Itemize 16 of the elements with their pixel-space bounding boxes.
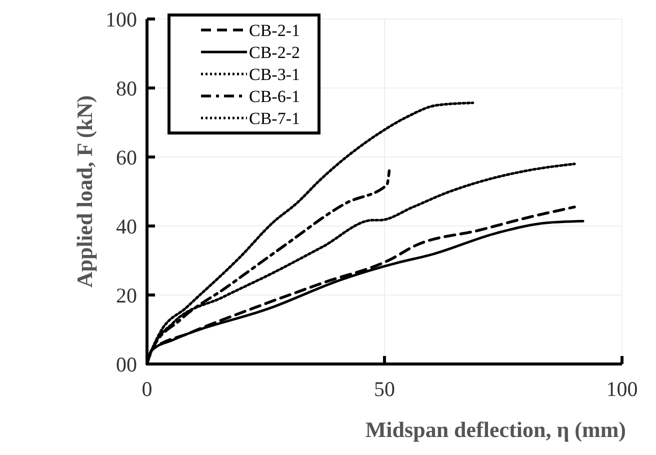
legend-label: CB-6-1 bbox=[249, 86, 300, 106]
y-tick-label: 40 bbox=[116, 214, 137, 238]
x-tick-label: 100 bbox=[606, 377, 638, 401]
legend-label: CB-2-2 bbox=[249, 42, 300, 62]
x-tick-label: 0 bbox=[142, 377, 152, 401]
x-tick-label: 50 bbox=[374, 377, 395, 401]
x-axis-title: Midspan deflection, η (mm) bbox=[365, 417, 626, 442]
y-tick-label: 100 bbox=[106, 7, 137, 32]
y-tick-label: 00 bbox=[116, 352, 137, 376]
y-tick-label: 80 bbox=[116, 76, 137, 100]
y-tick-label: 20 bbox=[116, 283, 137, 308]
legend-label: CB-7-1 bbox=[249, 108, 300, 128]
y-tick-label: 60 bbox=[116, 145, 137, 170]
legend-label: CB-2-1 bbox=[249, 20, 300, 40]
legend-label: CB-3-1 bbox=[249, 64, 300, 84]
y-axis-title: Applied load, F (kN) bbox=[72, 95, 97, 288]
